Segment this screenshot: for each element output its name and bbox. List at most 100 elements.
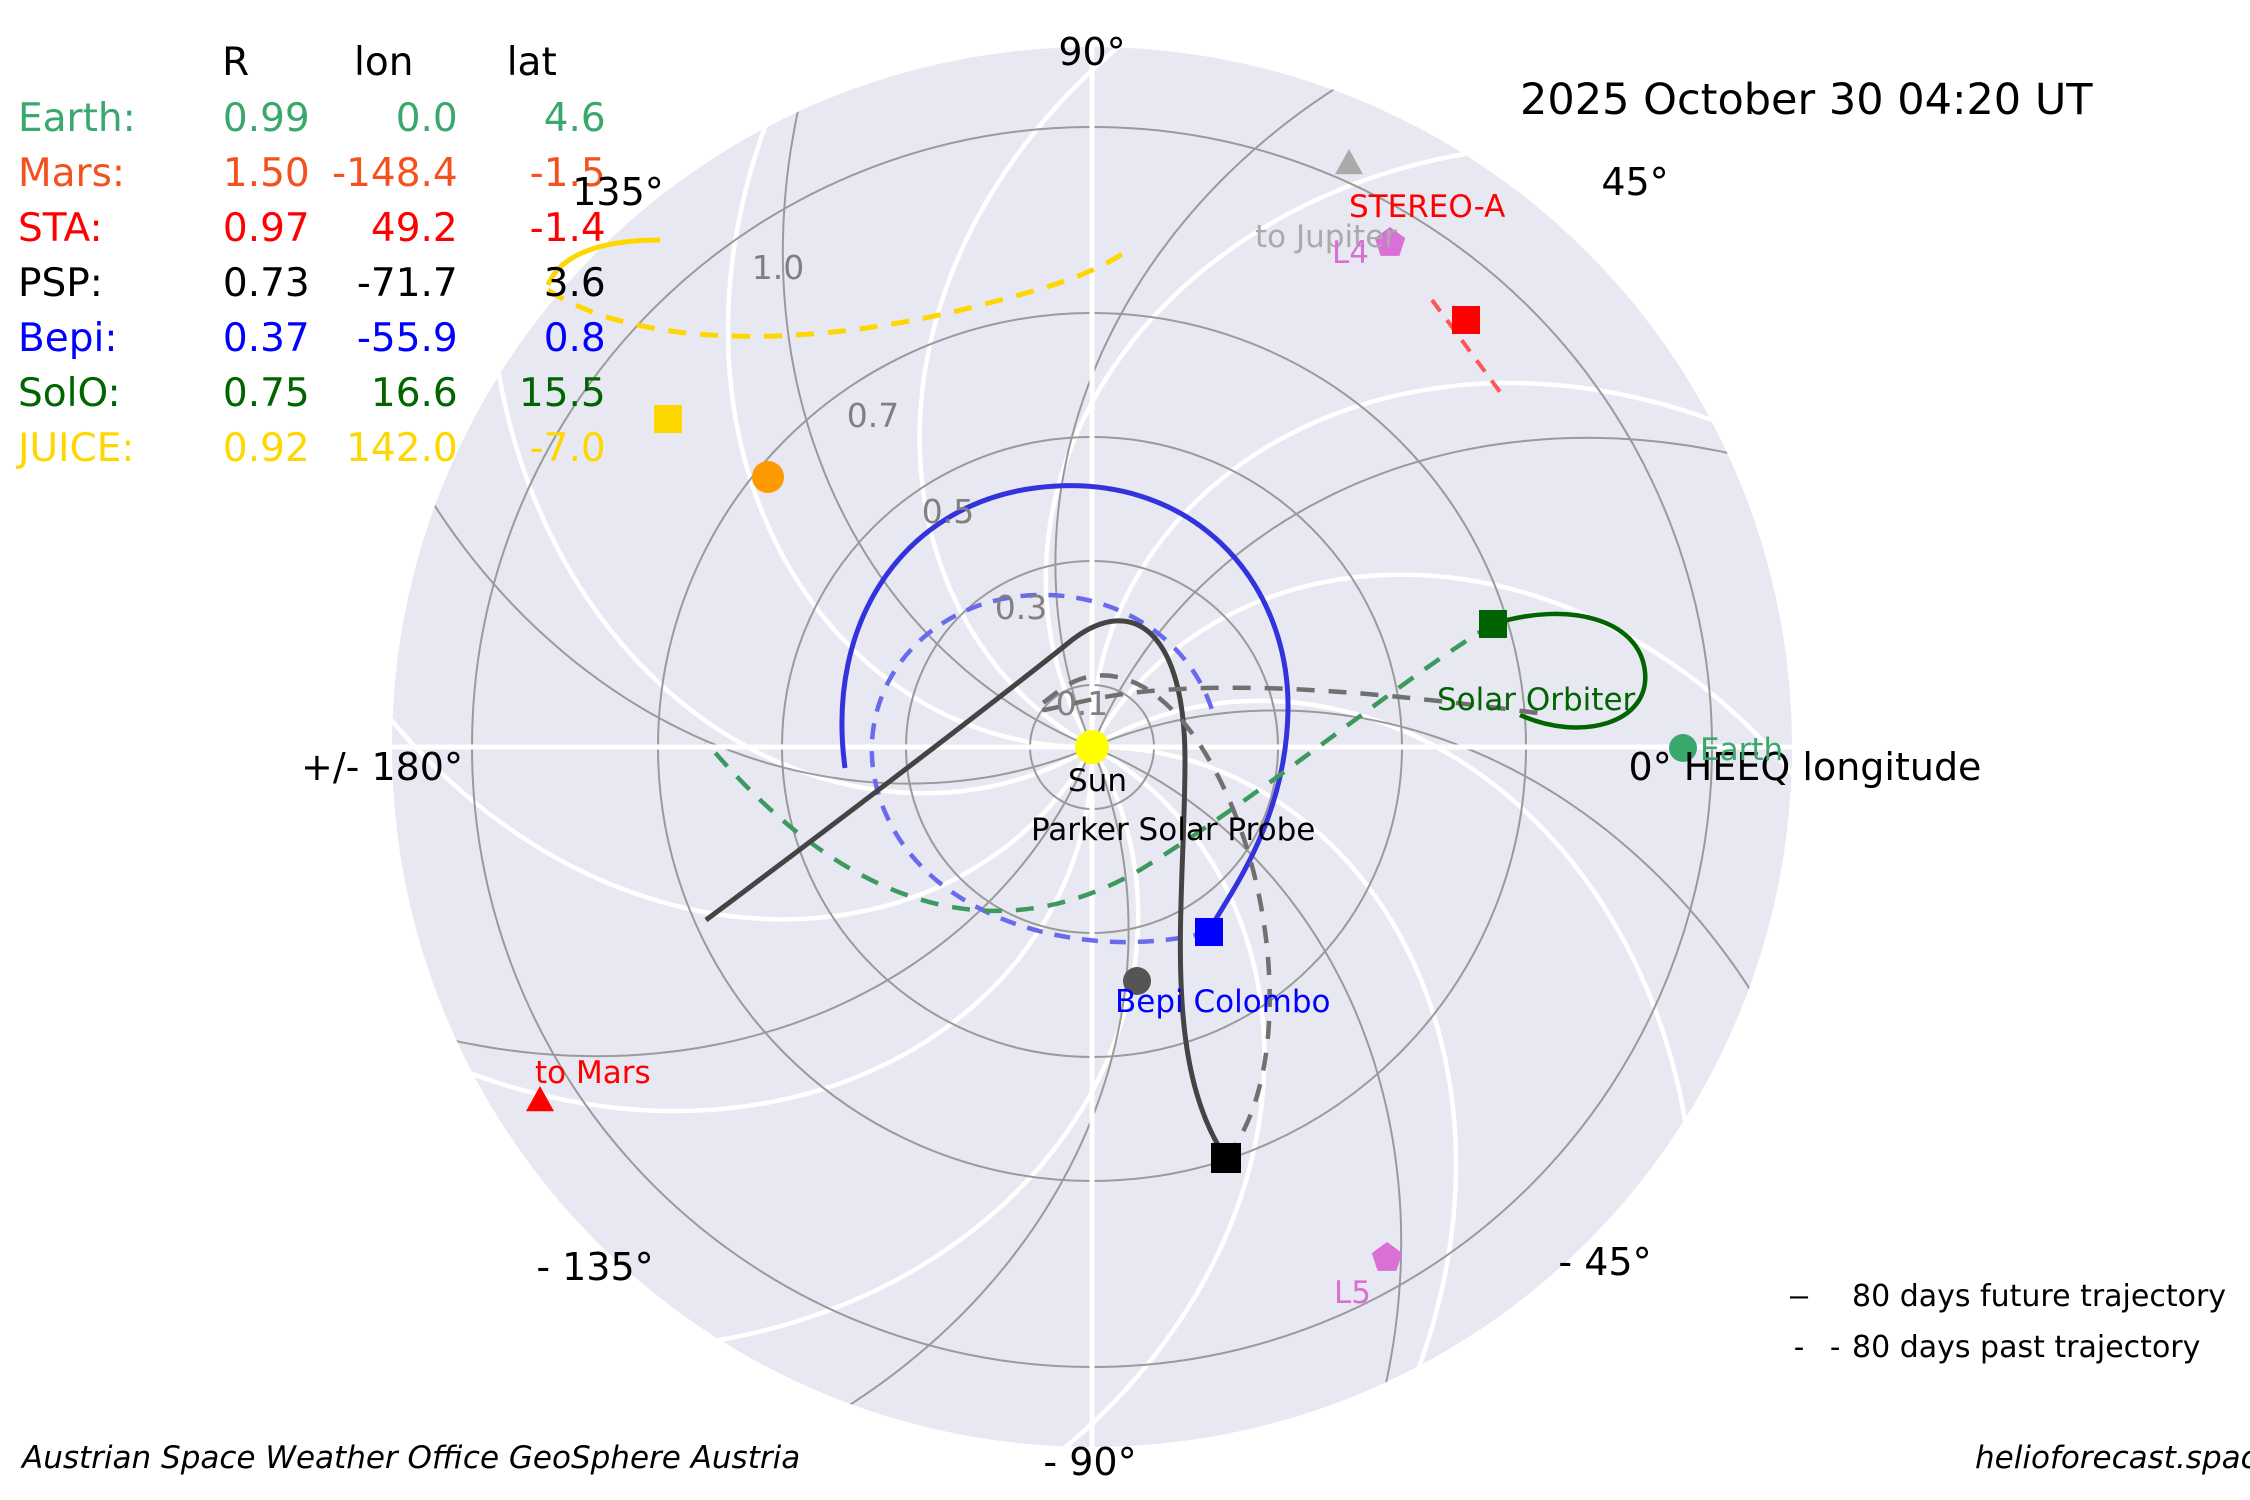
col-header-r: R: [222, 40, 250, 85]
spiral-line: [725, 47, 1080, 750]
marker-l4[interactable]: [1374, 227, 1406, 256]
cell-lon: -55.9: [356, 316, 458, 361]
meridian-arc: [1054, 47, 1439, 736]
marker-mars[interactable]: [526, 1086, 554, 1112]
meridian-arc: [1103, 709, 1792, 1094]
legend-future-dash: —: [1790, 1279, 1809, 1314]
radial-tick-label-0: 1.0: [751, 248, 805, 287]
spiral-line: [392, 759, 1095, 1114]
angle-label-0: 90°: [1058, 30, 1126, 74]
cell-name: Mars:: [18, 151, 126, 196]
col-header-blank: [18, 34, 162, 91]
marker-juice[interactable]: [654, 405, 682, 433]
body-label-earth: Earth: [1700, 732, 1784, 768]
spiral-line: [945, 751, 1267, 1447]
meridian-arc: [781, 47, 1082, 744]
col-header-lat: lat: [506, 40, 557, 85]
body-label-jupiter: to Jupiter: [1255, 219, 1398, 255]
cell-lat: -7.0: [529, 426, 606, 471]
cell-name: SolO:: [18, 371, 121, 416]
cell-lon: 49.2: [370, 206, 458, 251]
cell-lon: -148.4: [332, 151, 458, 196]
body-markers: [526, 149, 1697, 1271]
marker-parker[interactable]: [1211, 1143, 1241, 1173]
body-label-solar-orbiter: Solar Orbiter: [1437, 682, 1636, 718]
marker-mercury[interactable]: [752, 461, 784, 493]
cell-name: Bepi:: [18, 316, 118, 361]
spiral-line: [917, 47, 1239, 743]
page-title: 2025 October 30 04:20 UT: [1520, 75, 2093, 125]
cell-name: JUICE:: [18, 426, 135, 471]
body-label-l5: L5: [1334, 1275, 1371, 1311]
angle-label-5: - 135°: [536, 1245, 654, 1289]
body-label-bepi-colombo: Bepi Colombo: [1115, 984, 1331, 1020]
meridian-arc: [745, 758, 1130, 1447]
cell-r: 1.50: [222, 151, 310, 196]
legend-past-label: 80 days past trajectory: [1852, 1330, 2201, 1365]
angle-label-1: 45°: [1601, 160, 1669, 204]
table-row: Mars: 1.50 -148.4 -1.5: [18, 146, 606, 201]
cell-lat: 4.6: [543, 96, 606, 141]
table-header-row: R lon lat: [18, 34, 606, 91]
spiral-line: [486, 230, 1083, 796]
cell-name: PSP:: [18, 261, 103, 306]
marker-jupiter[interactable]: [1335, 149, 1363, 175]
cell-lon: -71.7: [356, 261, 458, 306]
spiral-line: [1096, 572, 1792, 894]
cell-lat: 0.8: [543, 316, 606, 361]
cell-lon: 16.6: [370, 371, 458, 416]
marker-earth[interactable]: [1669, 734, 1697, 762]
marker-sun[interactable]: [1075, 730, 1109, 764]
body-label-mars: to Mars: [535, 1055, 651, 1091]
marker-venus[interactable]: [1123, 967, 1151, 995]
legend-past-dash: - -: [1790, 1330, 1845, 1365]
spiral-line: [575, 756, 1141, 1353]
angle-label-3: - 45°: [1558, 1240, 1652, 1284]
spiral-line: [392, 600, 1088, 922]
trajectory-solo-past: [704, 622, 1495, 914]
trajectory-juice-future: [545, 237, 661, 287]
table-row: SolO: 0.75 16.6 15.5: [18, 366, 606, 421]
radial-tick-label-4: 0.1: [1055, 684, 1109, 723]
angle-label-2: 0° HEEQ longitude: [1628, 745, 1982, 789]
cell-lat: 3.6: [543, 261, 606, 306]
body-label-l4: L4: [1332, 235, 1369, 271]
meridian-arc: [392, 400, 1081, 785]
body-label-parker: Parker Solar Probe: [1031, 812, 1316, 848]
marker-stereo-a[interactable]: [1452, 306, 1480, 334]
spiral-line: [1104, 744, 1459, 1447]
angle-label-4: - 90°: [1043, 1440, 1137, 1484]
cell-r: 0.75: [222, 371, 310, 416]
body-label-sun: Sun: [1068, 763, 1127, 799]
angle-label-7: 135°: [572, 170, 664, 214]
radial-tick-label-2: 0.5: [921, 492, 975, 531]
cell-name: Earth:: [18, 96, 136, 141]
marker-l5[interactable]: [1371, 1242, 1403, 1271]
cell-lat: 15.5: [518, 371, 606, 416]
marker-solar-orbiter[interactable]: [1479, 610, 1507, 638]
radial-tick-label-3: 0.3: [994, 588, 1048, 627]
table-row: STA: 0.97 49.2 -1.4: [18, 201, 606, 256]
trajectory-bepi-future: [839, 483, 1291, 933]
angle-label-6: +/- 180°: [301, 745, 463, 789]
table-row: PSP: 0.73 -71.7 3.6: [18, 256, 606, 311]
meridian-arc: [1102, 750, 1403, 1447]
footer-left: Austrian Space Weather Office GeoSphere …: [22, 1440, 801, 1476]
position-table: R lon lat Earth: 0.99 0.0 4.6 Mars: 1.50 -148.…: [18, 34, 606, 476]
trajectory-juice-past: [546, 247, 1130, 339]
meridian-arc: [392, 757, 1089, 1058]
cell-lon: 0.0: [395, 96, 458, 141]
spiral-line: [1089, 380, 1792, 735]
radial-tick-label-1: 0.7: [846, 396, 900, 435]
cell-r: 0.92: [222, 426, 310, 471]
cell-r: 0.73: [222, 261, 310, 306]
meridian-arc: [1095, 436, 1792, 737]
parker-spiral-lines: [392, 47, 1792, 1447]
cell-r: 0.37: [222, 316, 310, 361]
trajectory-solo-future: [1492, 611, 1648, 730]
marker-bepi-colombo[interactable]: [1195, 918, 1223, 946]
table-row: Bepi: 0.37 -55.9 0.8: [18, 311, 606, 366]
trajectory-stereo-a-past: [1430, 298, 1508, 402]
